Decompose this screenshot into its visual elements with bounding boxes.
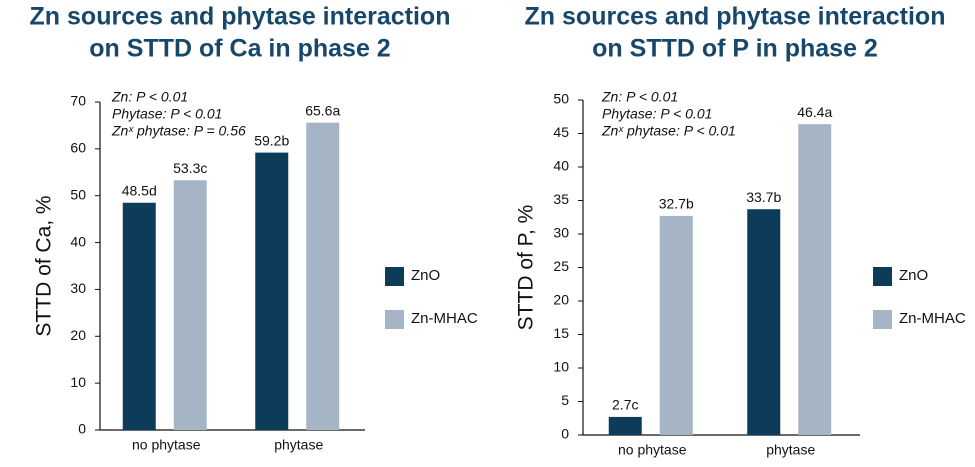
y-tick-label: 30 [553, 225, 569, 241]
y-tick-label: 50 [70, 186, 86, 202]
value-label: 59.2b [254, 132, 289, 148]
value-label: 33.7b [746, 189, 781, 205]
bar [173, 180, 207, 430]
y-tick-label: 30 [70, 280, 86, 296]
y-tick-label: 15 [553, 325, 569, 341]
bar [122, 202, 156, 430]
bar [608, 416, 642, 435]
y-tick-label: 25 [553, 258, 569, 274]
x-tick-label: no phytase [618, 442, 687, 458]
annotation: Zn: P < 0.01 [111, 89, 188, 105]
y-tick-label: 0 [78, 421, 86, 437]
value-label: 2.7c [612, 397, 638, 413]
chart: Zn sources and phytase interaction on STT… [515, 3, 966, 458]
legend-label: Zn-MHAC [411, 310, 478, 327]
bar [659, 215, 693, 435]
annotation: Phytase: P < 0.01 [112, 106, 222, 122]
y-tick-label: 35 [553, 191, 569, 207]
annotation: Zn: P < 0.01 [601, 89, 678, 105]
y-tick-label: 10 [553, 359, 569, 375]
bar [747, 209, 781, 435]
legend-swatch [385, 310, 404, 329]
y-tick-label: 45 [553, 124, 569, 140]
y-tick-label: 70 [70, 93, 86, 109]
x-tick-label: phytase [274, 437, 323, 453]
value-label: 65.6a [305, 102, 340, 118]
value-label: 32.7b [659, 196, 694, 212]
bar [798, 124, 832, 436]
y-tick-label: 60 [70, 140, 86, 156]
y-tick-label: 0 [561, 426, 569, 442]
x-tick-label: phytase [766, 442, 815, 458]
bar [255, 152, 289, 430]
y-tick-label: 10 [70, 374, 86, 390]
y-tick-label: 40 [70, 233, 86, 249]
value-label: 48.5d [122, 182, 157, 198]
chart: Zn sources and phytase interaction on STT… [30, 3, 478, 453]
y-tick-label: 20 [70, 327, 86, 343]
value-label: 53.3c [173, 160, 207, 176]
legend-label: ZnO [899, 267, 928, 284]
x-tick-label: no phytase [132, 437, 201, 453]
chart-title: on STTD of Ca in phase 2 [89, 35, 390, 63]
legend-swatch [873, 310, 892, 329]
annotation: Znˣ phytase: P = 0.56 [111, 123, 246, 139]
chart-title: Zn sources and phytase interaction [30, 3, 451, 31]
y-tick-label: 20 [553, 292, 569, 308]
value-label: 46.4a [797, 104, 832, 120]
chart-title: on STTD of P in phase 2 [592, 35, 878, 63]
y-axis-label: STTD of Ca, % [33, 195, 56, 336]
y-tick-label: 40 [553, 158, 569, 174]
y-tick-label: 5 [561, 392, 569, 408]
bar [306, 122, 340, 431]
annotation: Znˣ phytase: P < 0.01 [601, 123, 736, 139]
annotation: Phytase: P < 0.01 [602, 106, 712, 122]
chart-title: Zn sources and phytase interaction [525, 3, 946, 31]
y-axis-label: STTD of P, % [515, 205, 538, 331]
legend-swatch [873, 267, 892, 286]
legend-label: ZnO [411, 267, 440, 284]
y-tick-label: 50 [553, 91, 569, 107]
legend-swatch [385, 267, 404, 286]
legend-label: Zn-MHAC [899, 310, 966, 327]
